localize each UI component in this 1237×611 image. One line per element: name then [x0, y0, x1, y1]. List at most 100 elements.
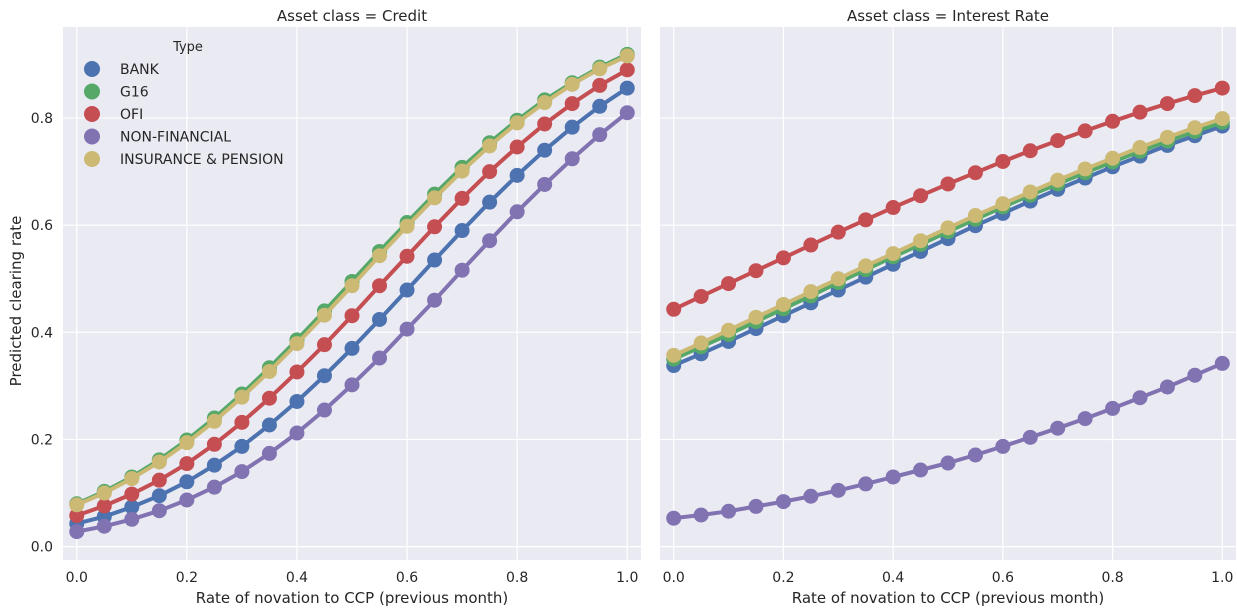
data-point-ofi [289, 364, 305, 380]
data-point-bank [124, 499, 140, 515]
panel-credit: 0.0 0.2 0.4 0.6 0.8 1.0 0.0 0.2 0.4 0.6 0.8 Asset c… [31, 7, 641, 607]
data-point-ofi [592, 77, 608, 93]
data-point-ofi [1159, 96, 1175, 112]
data-point-non-financial [151, 503, 167, 519]
data-point-insurance-pension [721, 322, 737, 338]
data-point-non-financial [454, 262, 470, 278]
data-point-insurance-pension [619, 48, 635, 64]
data-point-non-financial [1132, 390, 1148, 406]
data-point-non-financial [482, 233, 498, 249]
data-point-non-financial [206, 479, 222, 495]
data-point-non-financial [775, 494, 791, 510]
data-point-insurance-pension [1077, 161, 1093, 177]
data-point-bank [399, 282, 415, 298]
data-point-bank [234, 438, 250, 454]
data-point-ofi [858, 212, 874, 228]
data-point-non-financial [1050, 420, 1066, 436]
data-point-ofi [509, 139, 525, 155]
data-point-non-financial [885, 469, 901, 485]
data-point-ofi [344, 308, 360, 324]
data-point-insurance-pension [564, 76, 580, 92]
data-point-insurance-pension [1105, 150, 1121, 166]
data-point-insurance-pension [858, 258, 874, 274]
data-point-insurance-pension [289, 336, 305, 352]
data-point-insurance-pension [967, 208, 983, 224]
data-point-insurance-pension [261, 363, 277, 379]
data-point-insurance-pension [1159, 129, 1175, 145]
x-tick-label: 0.6 [992, 570, 1014, 586]
x-tick-label: 1.0 [1211, 570, 1233, 586]
data-point-bank [179, 474, 195, 490]
data-point-bank [206, 457, 222, 473]
legend-marker [84, 106, 100, 122]
data-point-insurance-pension [803, 284, 819, 300]
data-point-non-financial [592, 127, 608, 143]
legend-marker [84, 61, 100, 77]
legend-title: Type [172, 40, 203, 55]
data-point-ofi [1105, 113, 1121, 129]
data-point-bank [372, 311, 388, 327]
data-point-bank [537, 142, 553, 158]
data-point-ofi [261, 390, 277, 406]
data-point-ofi [913, 188, 929, 204]
series-ofi [69, 62, 635, 524]
data-point-insurance-pension [830, 271, 846, 287]
data-point-bank [316, 368, 332, 384]
x-tick-label: 1.0 [616, 570, 638, 586]
legend-label: BANK [120, 62, 160, 78]
data-point-ofi [1050, 133, 1066, 149]
legend-label: OFI [120, 107, 143, 123]
data-point-insurance-pension [96, 485, 112, 501]
data-point-bank [592, 98, 608, 114]
data-point-non-financial [666, 510, 682, 526]
data-point-ofi [564, 96, 580, 112]
data-point-ofi [399, 248, 415, 264]
data-point-non-financial [124, 511, 140, 527]
x-tick-label: 0.4 [882, 570, 904, 586]
data-point-ofi [234, 414, 250, 430]
data-point-ofi [967, 165, 983, 181]
y-tick-label: 0.6 [31, 218, 53, 234]
data-point-bank [509, 167, 525, 183]
data-point-ofi [721, 276, 737, 292]
data-point-non-financial [427, 292, 443, 308]
panel-title: Asset class = Credit [277, 7, 427, 25]
legend-item-ofi: OFI [84, 106, 143, 123]
data-point-ofi [1022, 143, 1038, 159]
data-point-non-financial [1214, 355, 1230, 371]
data-point-non-financial [858, 476, 874, 492]
data-point-ofi [803, 237, 819, 253]
legend-label: G16 [120, 85, 149, 101]
data-point-insurance-pension [372, 248, 388, 264]
data-point-non-financial [693, 507, 709, 523]
x-tick-label: 0.8 [1101, 570, 1123, 586]
data-point-ofi [482, 164, 498, 180]
data-point-non-financial [69, 524, 85, 540]
data-point-non-financial [748, 498, 764, 514]
series-non-financial [666, 355, 1230, 526]
legend-item-non-financial: NON-FINANCIAL [84, 128, 231, 146]
plot-area [63, 27, 641, 560]
data-point-ofi [372, 278, 388, 294]
legend-item-insurance-pension: INSURANCE & PENSION [84, 151, 284, 168]
x-axis-label: Rate of novation to CCP (previous month) [792, 589, 1105, 607]
data-point-ofi [1077, 123, 1093, 139]
data-point-ofi [995, 153, 1011, 169]
data-point-insurance-pension [344, 278, 360, 294]
x-tick-label: 0.0 [663, 570, 685, 586]
data-point-insurance-pension [537, 95, 553, 111]
data-point-insurance-pension [693, 335, 709, 351]
data-point-non-financial [399, 321, 415, 337]
data-point-ofi [1132, 104, 1148, 120]
data-point-non-financial [803, 488, 819, 504]
legend-label: NON-FINANCIAL [120, 130, 231, 146]
data-point-ofi [1187, 88, 1203, 104]
data-point-non-financial [537, 176, 553, 192]
data-point-insurance-pension [482, 138, 498, 154]
series-insurance-pension [666, 111, 1230, 363]
data-point-non-financial [830, 482, 846, 498]
data-point-ofi [96, 498, 112, 514]
data-point-insurance-pension [748, 309, 764, 325]
